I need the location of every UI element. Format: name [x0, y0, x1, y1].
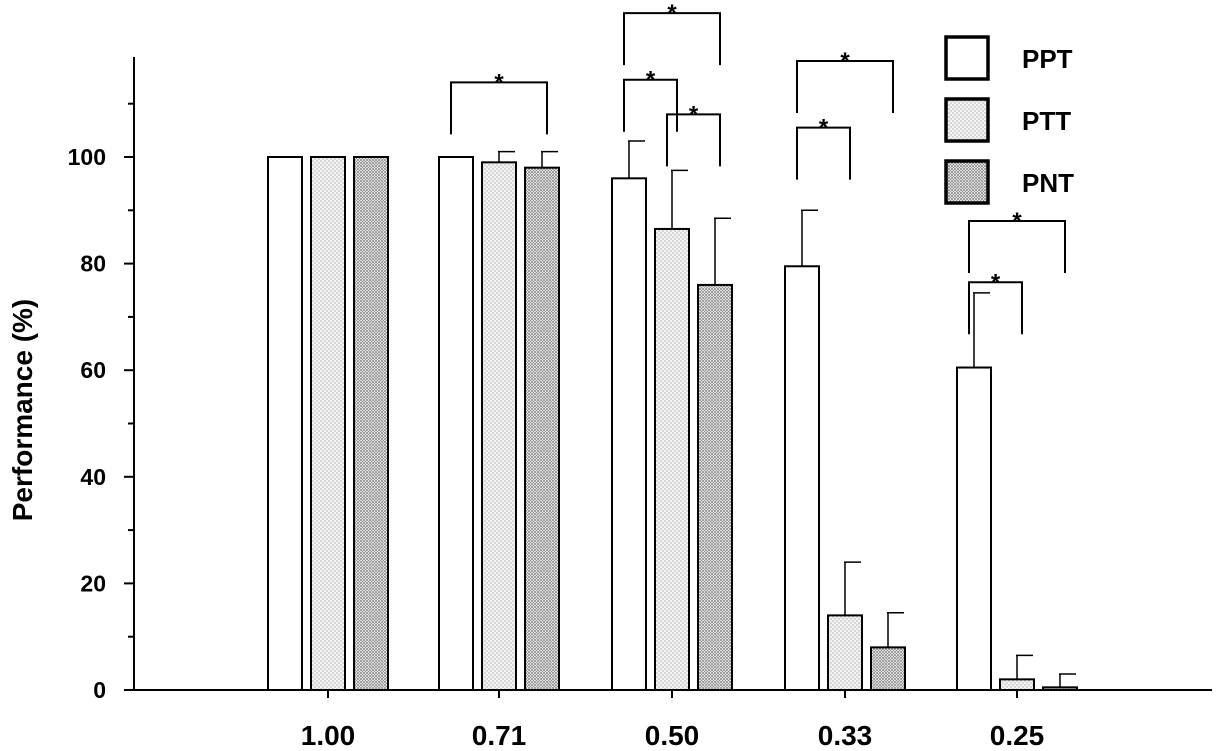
- bar-pnt-0_50: [697, 283, 733, 691]
- x-tick-label: 0.50: [645, 720, 700, 751]
- significance-bracket: [623, 78, 678, 132]
- significance-bracket: [968, 281, 1023, 335]
- y-tick-label: 80: [80, 251, 106, 277]
- legend-label-ptt: PTT: [1022, 106, 1071, 136]
- significance-star: *: [646, 67, 656, 94]
- x-tick-label: 1.00: [301, 720, 356, 751]
- y-tick-label: 100: [68, 144, 106, 170]
- significance-star: *: [819, 115, 829, 142]
- bar-ptt-0_71: [481, 161, 517, 691]
- bar-ptt-0_50: [654, 227, 690, 692]
- legend-swatch-ptt: [944, 97, 990, 143]
- x-tick-label: 0.71: [472, 720, 527, 751]
- bar-pnt-0_25: [1042, 686, 1078, 692]
- legend-swatch-pnt: [944, 159, 990, 205]
- bar-ptt-0_33: [827, 614, 863, 692]
- significance-bracket: [623, 12, 721, 66]
- legend-label-pnt: PNT: [1022, 168, 1074, 198]
- bar-ppt-0_25: [956, 366, 992, 691]
- significance-bracket: [968, 219, 1066, 273]
- significance-star: *: [667, 0, 677, 27]
- legend-label-ppt: PPT: [1022, 44, 1073, 74]
- significance-bracket: [796, 60, 894, 114]
- y-tick-label: 60: [80, 357, 106, 383]
- legend-swatch-ppt: [944, 35, 990, 81]
- bar-ppt-0_33: [784, 265, 820, 691]
- y-tick-label: 0: [93, 677, 106, 703]
- x-tick-label: 0.33: [818, 720, 873, 751]
- bar-ppt-1_00: [267, 156, 303, 691]
- significance-star: *: [991, 269, 1001, 296]
- significance-bracket: [666, 113, 721, 167]
- bar-ptt-0_25: [999, 678, 1035, 692]
- bar-ppt-0_50: [611, 177, 647, 691]
- significance-star: *: [689, 101, 699, 128]
- significance-star: *: [1012, 208, 1022, 235]
- bar-pnt-0_33: [870, 646, 906, 691]
- bar-ptt-1_00: [310, 156, 346, 691]
- y-tick-label: 20: [80, 570, 106, 596]
- significance-star: *: [840, 48, 850, 75]
- significance-bracket: [450, 81, 548, 135]
- bar-pnt-1_00: [353, 156, 389, 691]
- x-tick-label: 0.25: [990, 720, 1045, 751]
- bar-pnt-0_71: [524, 166, 560, 692]
- y-axis-title: Performance (%): [7, 299, 38, 522]
- y-tick-label: 40: [80, 464, 106, 490]
- bar-ppt-0_71: [438, 156, 474, 691]
- significance-bracket: [796, 126, 851, 180]
- significance-star: *: [494, 69, 504, 96]
